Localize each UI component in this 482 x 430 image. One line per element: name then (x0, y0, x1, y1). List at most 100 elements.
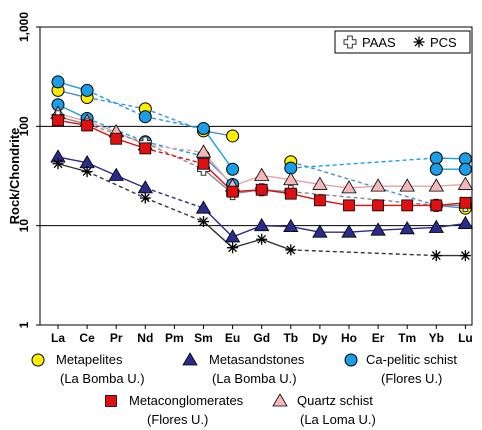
point-pcs-Yb (430, 250, 442, 262)
x-tick-label-Er: Er (372, 331, 385, 345)
point-metaconglomerates-Gd (255, 183, 268, 196)
point-capelitic_a-La (51, 75, 65, 89)
x-axis-ticks: La Ce Pr Nd Pm Sm Eu Gd Tb Dy Ho Er Tm Yb Lu (51, 325, 473, 345)
series-line-pcs (145, 197, 204, 223)
point-quartz-Lu (457, 176, 474, 190)
series-line-pcs (261, 238, 292, 251)
legend-bottom-sublabel-3: (Flores U.) (147, 412, 208, 427)
point-metaconglomerates-Yb (430, 199, 443, 212)
x-tick-label-Ho: Ho (341, 331, 357, 345)
point-capelitic_a-Nd (138, 110, 152, 124)
point-pcs-Nd (139, 192, 151, 204)
legend-bottom-marker-2 (344, 353, 358, 367)
x-tick-label-Nd: Nd (137, 331, 153, 345)
series-line-metasandstones (407, 226, 437, 230)
y-tick-label: 1,000 (17, 12, 31, 42)
series-line-metasandstones (145, 187, 204, 209)
x-tick-label-Tb: Tb (283, 331, 298, 345)
series-line-metapelites_b (290, 161, 437, 207)
legend-bottom-label-0: Metapelites (56, 352, 123, 367)
series-line-pcs (290, 249, 437, 257)
y-tick-label: 10 (17, 219, 31, 233)
point-metasandstones-Eu (224, 229, 241, 243)
x-tick-label-Yb: Yb (429, 331, 444, 345)
series-line-metasandstones (348, 229, 379, 233)
point-quartz-Er (370, 178, 386, 192)
y-axis-label: Rock/Chondrite (7, 128, 22, 225)
legend-bottom-marker-1 (182, 352, 198, 366)
series-line-quartz (348, 185, 379, 189)
point-metasandstones-Yb (428, 219, 444, 233)
legend-bottom-sublabel-1: (La Bomba U.) (212, 371, 297, 386)
point-quartz-Dy (312, 176, 328, 190)
point-capelitic_a-Eu (226, 162, 240, 176)
y-tick-label: 1 (17, 321, 31, 328)
point-capelitic_a-Ce (80, 83, 94, 97)
series-line-pcs (203, 221, 234, 249)
series-line-quartz (436, 183, 466, 187)
x-tick-label-La: La (51, 331, 65, 345)
series-line-pcs (86, 170, 146, 199)
point-pcs-Ce (81, 166, 93, 178)
point-metaconglomerates-Ho (343, 199, 355, 212)
point-metaconglomerates-La (52, 114, 64, 127)
x-tick-label-Gd: Gd (253, 331, 270, 345)
point-capelitic_d-Yb (429, 162, 443, 176)
x-tick-label-Sm: Sm (194, 331, 213, 345)
plot-area (39, 26, 473, 326)
point-metaconglomerates-Sm (197, 157, 210, 170)
point-capelitic_d-Lu (458, 162, 472, 176)
series-line-quartz (145, 144, 204, 153)
legend-bottom-label-2: Ca-pelitic schist (366, 352, 457, 367)
point-metasandstones-Nd (137, 180, 153, 194)
y-tick-label: 100 (17, 116, 31, 136)
point-metasandstones-Sm (195, 200, 212, 214)
point-metaconglomerates-Ce (81, 119, 93, 132)
series-line-pcs (57, 163, 88, 173)
legend-top-box (334, 30, 471, 54)
x-tick-label-Ce: Ce (79, 331, 95, 345)
point-metaconglomerates-Er (372, 199, 385, 212)
legend-paas-marker (343, 35, 357, 49)
point-metaconglomerates-Tb (284, 187, 297, 200)
series-line-capelitic_c (290, 157, 437, 169)
point-capelitic_a-Sm (197, 122, 210, 136)
legend-bottom-marker-3 (105, 395, 117, 407)
legend-bottom-sublabel-0: (La Bomba U.) (60, 371, 145, 386)
x-tick-label-Eu: Eu (225, 331, 240, 345)
point-quartz-Ho (341, 180, 357, 194)
point-metaconglomerates-Pr (110, 132, 123, 145)
x-tick-label-Dy: Dy (312, 331, 328, 345)
point-metaconglomerates-Tm (401, 199, 414, 212)
legend-bottom-marker-0 (31, 353, 45, 367)
series-line-capelitic_a (145, 116, 204, 130)
x-tick-label-Pm: Pm (165, 331, 184, 345)
legend-paas-label: PAAS (362, 35, 396, 50)
legend-bottom: Metapelites (La Bomba U.) Metasandstones (L… (31, 352, 457, 427)
point-metaconglomerates-Nd (139, 142, 152, 155)
legend-bottom-label-3: Metaconglomerates (129, 393, 244, 408)
point-metasandstones-Tm (399, 221, 415, 235)
series-line-capelitic_a (202, 128, 234, 170)
point-quartz-Yb (428, 178, 444, 192)
point-quartz-Tm (399, 178, 415, 192)
legend-pcs-marker (413, 36, 425, 48)
x-tick-label-Pr: Pr (110, 331, 123, 345)
point-metasandstones-Er (370, 222, 386, 236)
point-pcs-Gd (256, 233, 268, 245)
grid-lines (40, 125, 472, 227)
point-pcs-Sm (198, 216, 209, 228)
series-line-capelitic_a (86, 89, 146, 118)
point-metaconglomerates-Lu (459, 196, 472, 209)
point-metapelites_a-Eu (226, 129, 240, 143)
x-tick-label-Tm: Tm (398, 331, 416, 345)
x-tick-label-Lu: Lu (458, 331, 473, 345)
point-metasandstones-Lu (457, 215, 474, 229)
legend-bottom-label-1: Metasandstones (209, 352, 305, 367)
legend-top: PAAS PCS (334, 30, 471, 54)
point-metasandstones-Ho (341, 224, 357, 238)
series-line-metapelites_a (145, 108, 204, 132)
point-metasandstones-Tb (283, 218, 299, 232)
point-capelitic_c-Yb (429, 151, 443, 165)
